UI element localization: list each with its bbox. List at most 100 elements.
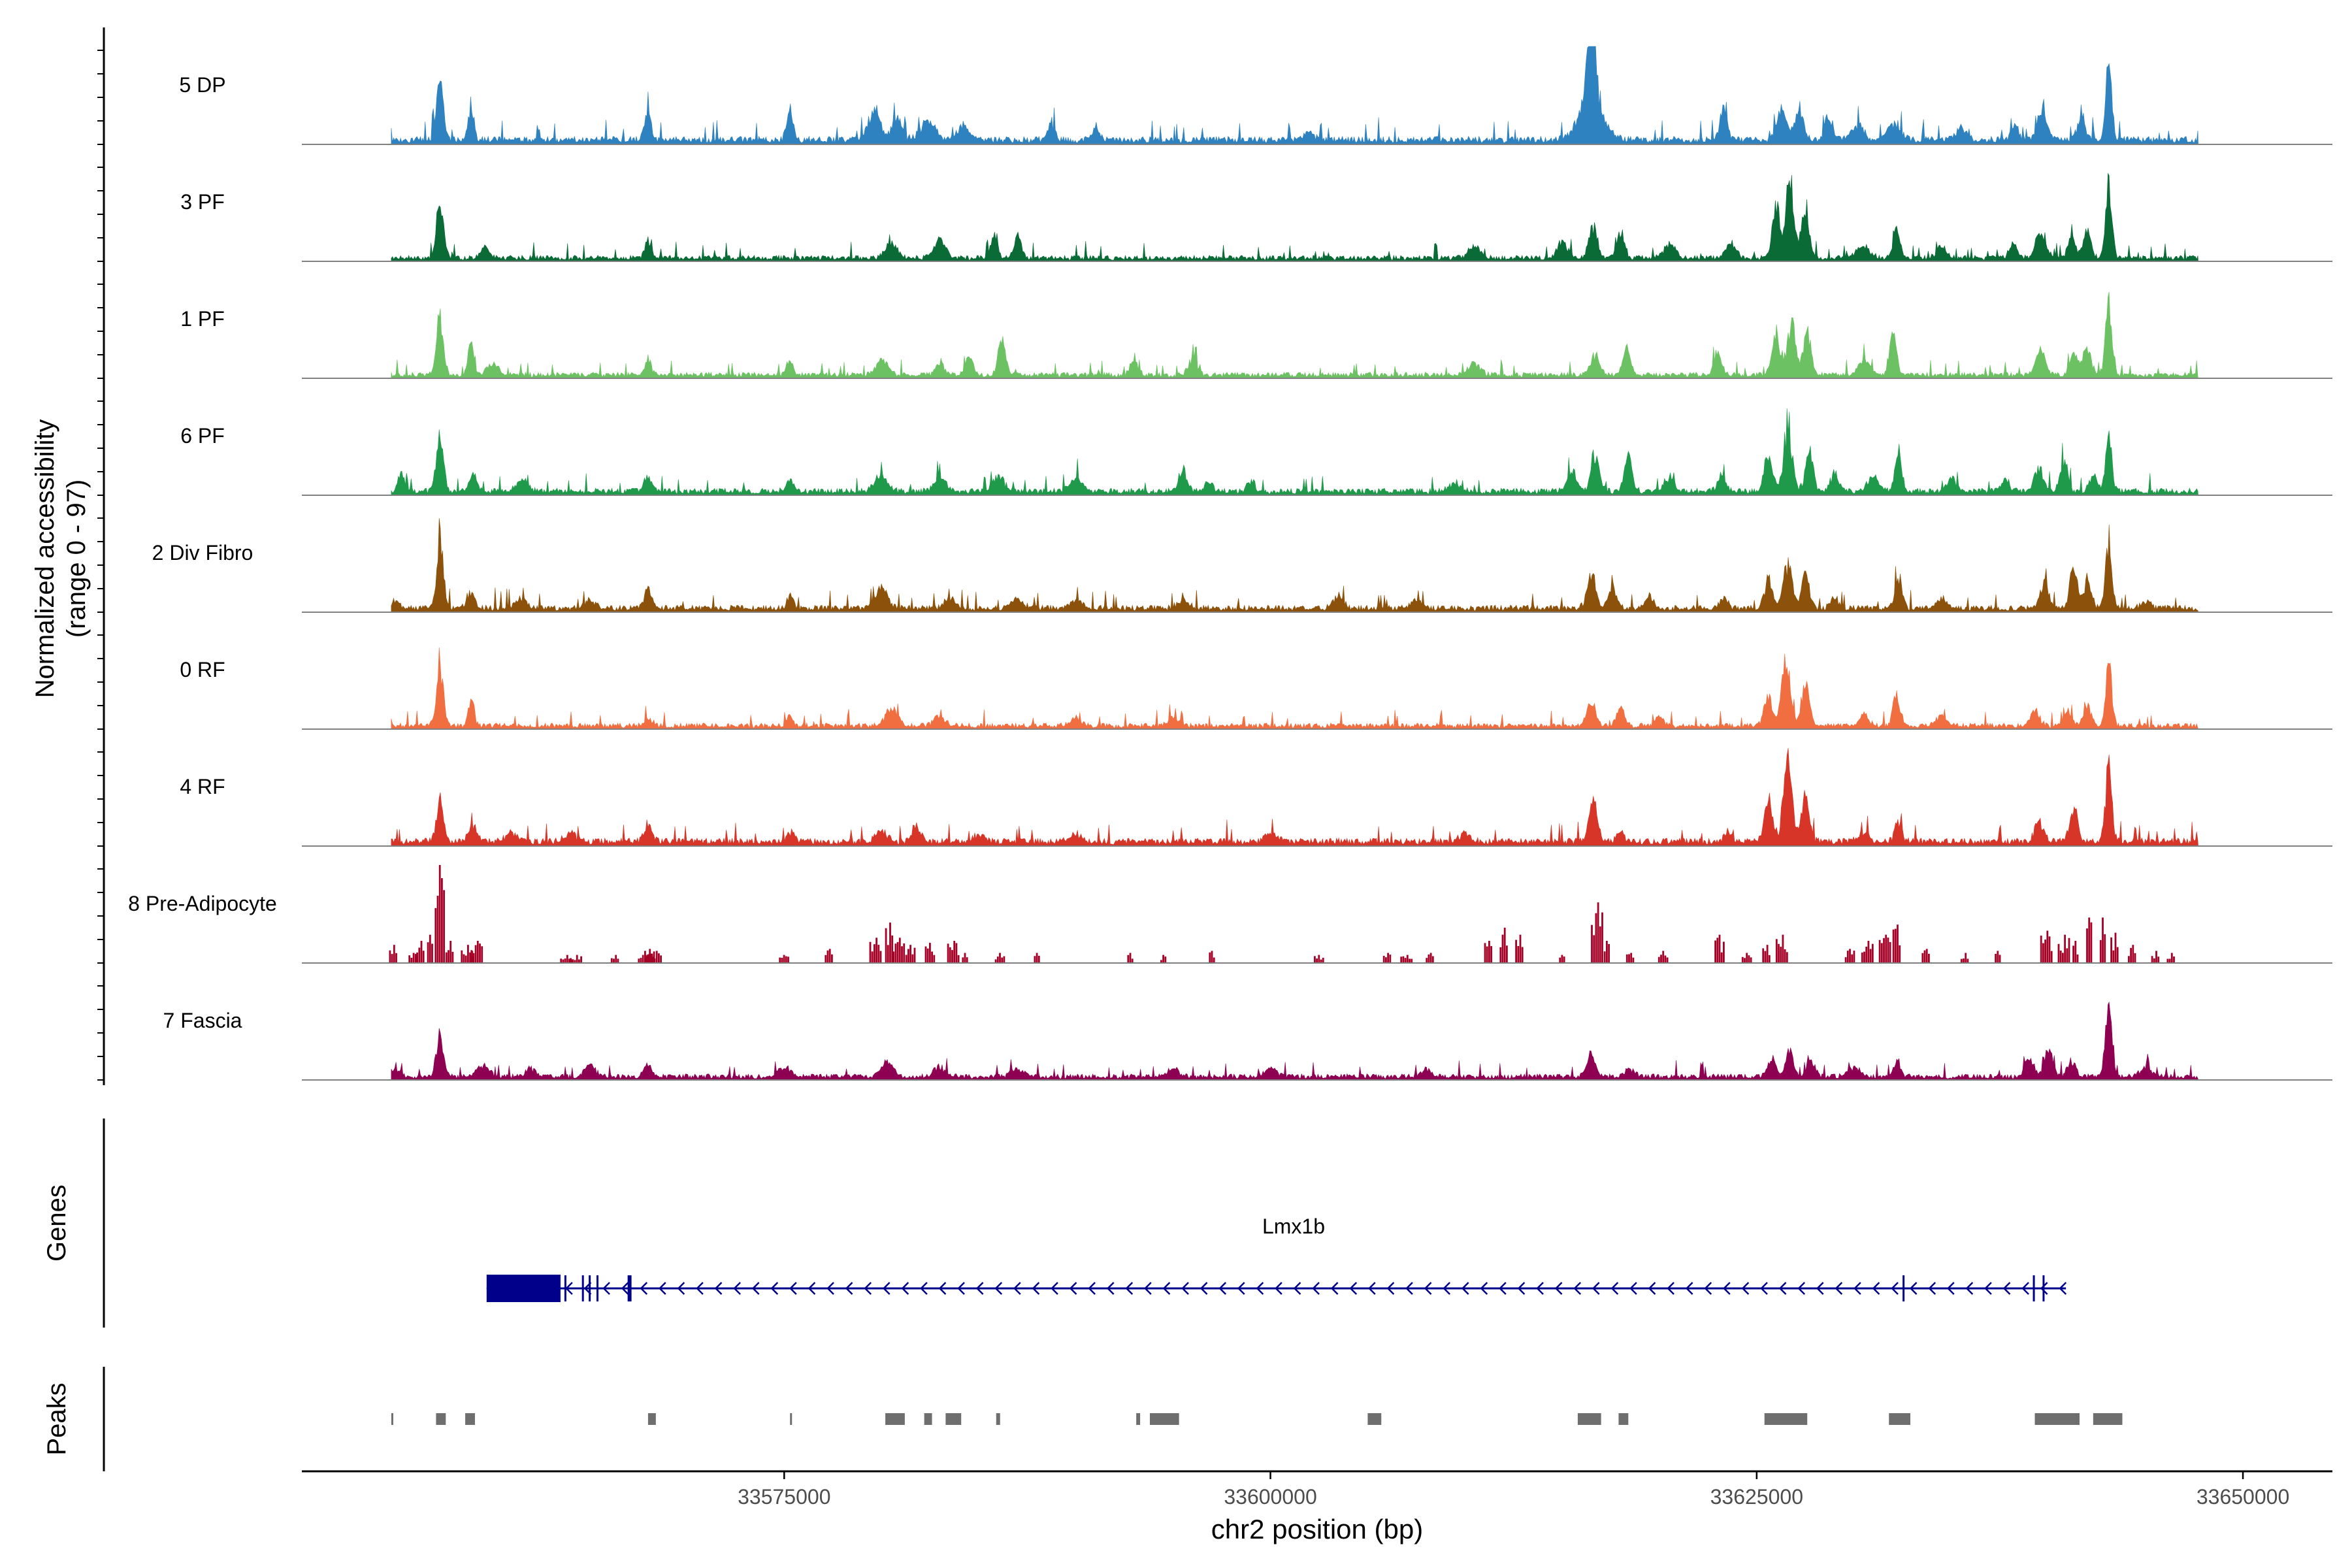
- coverage-spike: [825, 955, 827, 963]
- strand-arrow: [789, 1282, 797, 1295]
- coverage-spike: [885, 928, 887, 963]
- coverage-spike: [831, 954, 833, 963]
- coverage-area: [391, 172, 2198, 262]
- peak-region: [391, 1413, 393, 1425]
- coverage-spike: [951, 950, 953, 963]
- coverage-spike: [1484, 943, 1486, 963]
- coverage-spike: [949, 947, 951, 963]
- coverage-spike: [891, 935, 894, 963]
- strand-arrow: [1256, 1282, 1264, 1295]
- coverage-spike: [2050, 951, 2053, 963]
- coverage-spike: [1595, 913, 1597, 963]
- coverage-y-axis: [97, 27, 105, 1085]
- strand-arrow: [1312, 1282, 1320, 1295]
- peak-region: [1367, 1413, 1382, 1425]
- track-5-dp: 5 DP: [179, 46, 2332, 145]
- strand-arrow: [1480, 1282, 1488, 1295]
- coverage-spike: [395, 953, 397, 963]
- strand-arrow: [770, 1282, 779, 1295]
- coverage-area: [391, 46, 2198, 145]
- coverage-spike: [2090, 922, 2093, 963]
- coverage-spike: [653, 958, 656, 963]
- coverage-spike: [1892, 929, 1895, 963]
- coverage-spike: [2044, 939, 2046, 963]
- track-4-rf: 4 RF: [180, 747, 2332, 847]
- coverage-spike: [1400, 956, 1403, 963]
- peak-region: [1136, 1413, 1141, 1425]
- coverage-spike: [785, 956, 787, 963]
- coverage-spike: [1999, 955, 2001, 963]
- track-6-pf: 6 PF: [180, 408, 2332, 496]
- coverage-spike: [2064, 934, 2066, 963]
- coverage-spike: [1389, 955, 1392, 963]
- coverage-spike: [580, 956, 582, 963]
- coverage-spike: [1928, 953, 1930, 963]
- coverage-spike: [1127, 955, 1130, 963]
- strand-arrow: [1909, 1282, 1918, 1295]
- coverage-spike: [1385, 957, 1387, 963]
- strand-arrow: [864, 1282, 872, 1295]
- track-3-pf: 3 PF: [180, 172, 2332, 262]
- coverage-spike: [911, 954, 914, 963]
- coverage-spike: [1561, 955, 1563, 963]
- coverage-spike: [1923, 950, 1926, 963]
- coverage-spike: [826, 950, 829, 963]
- coverage-spike: [2170, 953, 2173, 963]
- coverage-spike: [576, 955, 578, 963]
- coverage-spike: [1775, 939, 1778, 963]
- strand-arrow: [1854, 1282, 1861, 1295]
- coverage-spike: [2110, 937, 2112, 963]
- peak-region: [436, 1413, 446, 1425]
- coverage-spike: [964, 953, 966, 963]
- coverage-spike: [1780, 947, 1782, 963]
- coverage-spike: [1517, 946, 1520, 963]
- peak-region: [1577, 1413, 1601, 1425]
- coverage-spike: [391, 954, 393, 963]
- peak-region: [996, 1413, 1000, 1425]
- strand-arrow: [826, 1282, 834, 1295]
- coverage-spike: [896, 941, 899, 963]
- coverage-spike: [1563, 956, 1565, 963]
- gene-exon: [596, 1275, 599, 1301]
- coverage-spike: [869, 941, 872, 963]
- coverage-spike: [1034, 956, 1036, 963]
- coverage-spike: [1897, 924, 1899, 963]
- track-label: 1 PF: [180, 307, 225, 331]
- coverage-spike: [1718, 934, 1721, 963]
- coverage-spike: [1995, 954, 1997, 963]
- coverage-spike: [420, 941, 423, 963]
- coverage-spike: [445, 952, 448, 963]
- coverage-spike: [647, 955, 649, 963]
- coverage-spike: [879, 951, 882, 963]
- coverage-spike: [1606, 941, 1608, 963]
- coverage-spike: [1601, 912, 1603, 963]
- coverage-spike: [874, 944, 875, 963]
- strand-arrow: [1648, 1282, 1656, 1295]
- coverage-spike: [469, 952, 471, 963]
- coverage-spike: [2042, 943, 2044, 963]
- coverage-spike: [436, 896, 439, 963]
- strand-arrow: [1685, 1282, 1693, 1295]
- coverage-spike: [2072, 945, 2074, 963]
- peak-region: [465, 1413, 475, 1425]
- strand-arrow: [1200, 1282, 1208, 1295]
- coverage-spike: [887, 945, 889, 963]
- strand-arrow: [1536, 1282, 1544, 1295]
- coverage-spike: [933, 955, 936, 963]
- coverage-spike: [1404, 958, 1407, 963]
- coverage-spike: [1925, 949, 1928, 963]
- strand-arrow: [845, 1282, 853, 1295]
- coverage-spike: [1716, 938, 1719, 963]
- coverage-spike: [1662, 951, 1665, 963]
- coverage-spike: [617, 958, 619, 963]
- strand-arrow: [1592, 1282, 1600, 1295]
- x-axis-label: chr2 position (bp): [1211, 1514, 1424, 1544]
- strand-arrow: [938, 1282, 947, 1295]
- coverage-spike: [1593, 935, 1595, 963]
- coverage-spike: [412, 953, 415, 963]
- coverage-spike: [913, 947, 916, 963]
- coverage-spike: [1488, 941, 1490, 963]
- coverage-spike: [481, 946, 483, 963]
- strand-arrow: [901, 1282, 909, 1295]
- coverage-spike: [2062, 953, 2064, 963]
